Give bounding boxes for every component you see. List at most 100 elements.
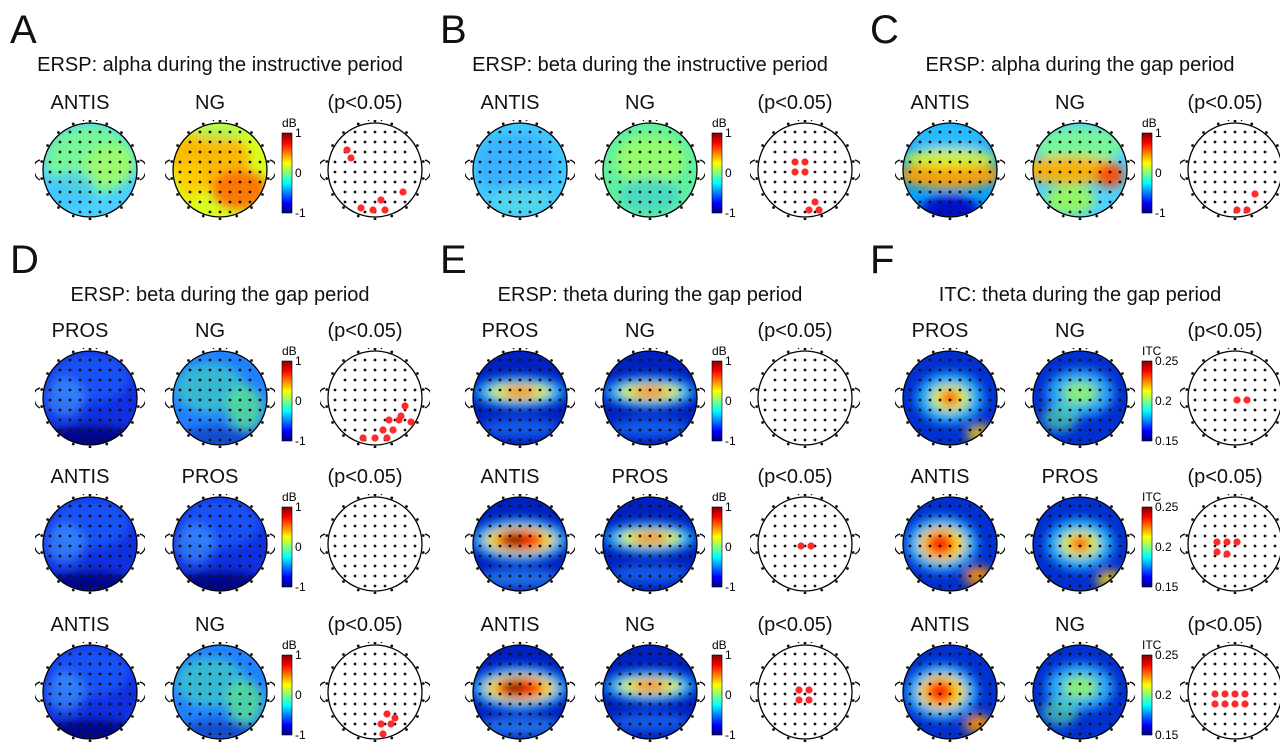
electrode-dot [68, 702, 72, 706]
electrode-dot [198, 534, 202, 538]
electrode-dot [498, 712, 502, 716]
electrode-dot [373, 170, 377, 174]
electrode-dot [488, 514, 492, 518]
electrode-dot [918, 140, 922, 144]
electrode-dot [58, 408, 62, 412]
electrode-dot [393, 574, 397, 578]
electrode-dot [550, 206, 553, 209]
electrode-dot [691, 518, 694, 521]
electrode-dot [178, 682, 182, 686]
electrode-dot [1223, 408, 1227, 412]
condition-label: ANTIS [910, 614, 970, 636]
electrode-dot [1108, 544, 1112, 548]
electrode-dot [906, 567, 909, 570]
electrode-dot [78, 150, 82, 154]
electrode-dot [518, 652, 522, 656]
electrode-dot [948, 534, 952, 538]
head-outline [172, 122, 268, 218]
electrode-dot [917, 653, 920, 656]
electrode-dot [803, 524, 807, 528]
electrode-dot [1243, 682, 1247, 686]
electrode-dot [508, 200, 512, 204]
panel-title: ITC: theta during the gap period [938, 284, 1222, 306]
electrode-dot [48, 388, 52, 392]
electrode-dot [1098, 180, 1102, 184]
significant-electrode-dot [347, 154, 355, 162]
electrode-dot [228, 554, 232, 558]
electrode-dot [188, 368, 192, 372]
electrode-dot [108, 378, 112, 382]
electrode-dot [600, 388, 604, 391]
electrode-dot [1098, 712, 1102, 716]
electrode-dot [550, 728, 553, 731]
electrode-dot [1253, 682, 1257, 686]
electrode-dot [1048, 672, 1052, 676]
electrode-dot [1098, 160, 1102, 164]
electrode-dot [1273, 388, 1277, 392]
electrode-dot [198, 398, 202, 402]
electrode-dot [938, 180, 942, 184]
electrode-dot [1253, 504, 1257, 508]
electrode-dot [508, 584, 512, 588]
electrode-dot [793, 722, 797, 726]
electrode-dot [1108, 554, 1112, 558]
electrode-dot [548, 662, 552, 666]
electrode-dot [105, 736, 109, 740]
electrode-dot [931, 588, 935, 592]
left-ear-outline [463, 681, 471, 703]
electrode-dot [948, 170, 952, 174]
electrode-dot [1038, 170, 1042, 174]
topoplot-row: PROS NG (p<0.05) dB 1 0 -1 [10, 320, 432, 450]
electrode-dot [228, 504, 232, 508]
electrode-dot [331, 567, 334, 570]
electrode-dot [803, 398, 807, 402]
electrode-dot [1058, 398, 1062, 402]
electrode-dot [938, 504, 942, 508]
electrode-dot [918, 398, 922, 402]
electrode-dot [258, 554, 262, 558]
electrode-dot [1038, 682, 1042, 686]
electrode-dot [383, 358, 387, 362]
electrode-dot [1223, 438, 1227, 442]
electrode-dot [823, 408, 827, 412]
colorbar-gradient [1141, 360, 1153, 442]
electrode-dot [1088, 524, 1092, 528]
significant-electrode-dot [801, 158, 809, 166]
electrode-dot [928, 702, 932, 706]
electrode-dot [176, 518, 179, 521]
electrode-dot [1233, 408, 1237, 412]
electrode-dot [325, 534, 329, 537]
electrode-dot [68, 368, 72, 372]
electrode-dot [1036, 518, 1039, 521]
topoplot-row: PROS NG (p<0.05) dB 1 0 -1 [440, 320, 862, 450]
electrode-dot [188, 554, 192, 558]
electrode-dot [948, 514, 952, 518]
electrode-dot [938, 368, 942, 372]
figure-panel-a: A ERSP: alpha during the instructive peri… [10, 10, 432, 230]
left-ear-outline [1023, 387, 1031, 409]
condition-label: NG [1055, 614, 1085, 636]
electrode-layer [40, 493, 140, 595]
heatmap-fill [603, 645, 697, 739]
electrode-dot [1068, 672, 1072, 676]
electrode-dot [561, 144, 564, 147]
electrode-dot [198, 408, 202, 412]
electrode-dot [618, 150, 622, 154]
electrode-dot [363, 692, 367, 696]
electrode-dot [648, 358, 652, 362]
electrode-dot [1223, 180, 1227, 184]
electrode-dot [618, 190, 622, 194]
electrode-dot [938, 564, 942, 568]
electrode-dot [678, 388, 682, 392]
significance-label: (p<0.05) [327, 92, 403, 114]
electrode-dot [1098, 702, 1102, 706]
electrode-dot [46, 372, 49, 375]
electrode-dot [851, 699, 855, 702]
electrode-dot [188, 544, 192, 548]
electrode-dot [470, 699, 474, 702]
significant-electrode-dot [383, 434, 391, 442]
heatmap-fill [173, 645, 267, 739]
electrode-dot [535, 496, 539, 500]
electrode-dot [198, 180, 202, 184]
electrode-dot [108, 368, 112, 372]
